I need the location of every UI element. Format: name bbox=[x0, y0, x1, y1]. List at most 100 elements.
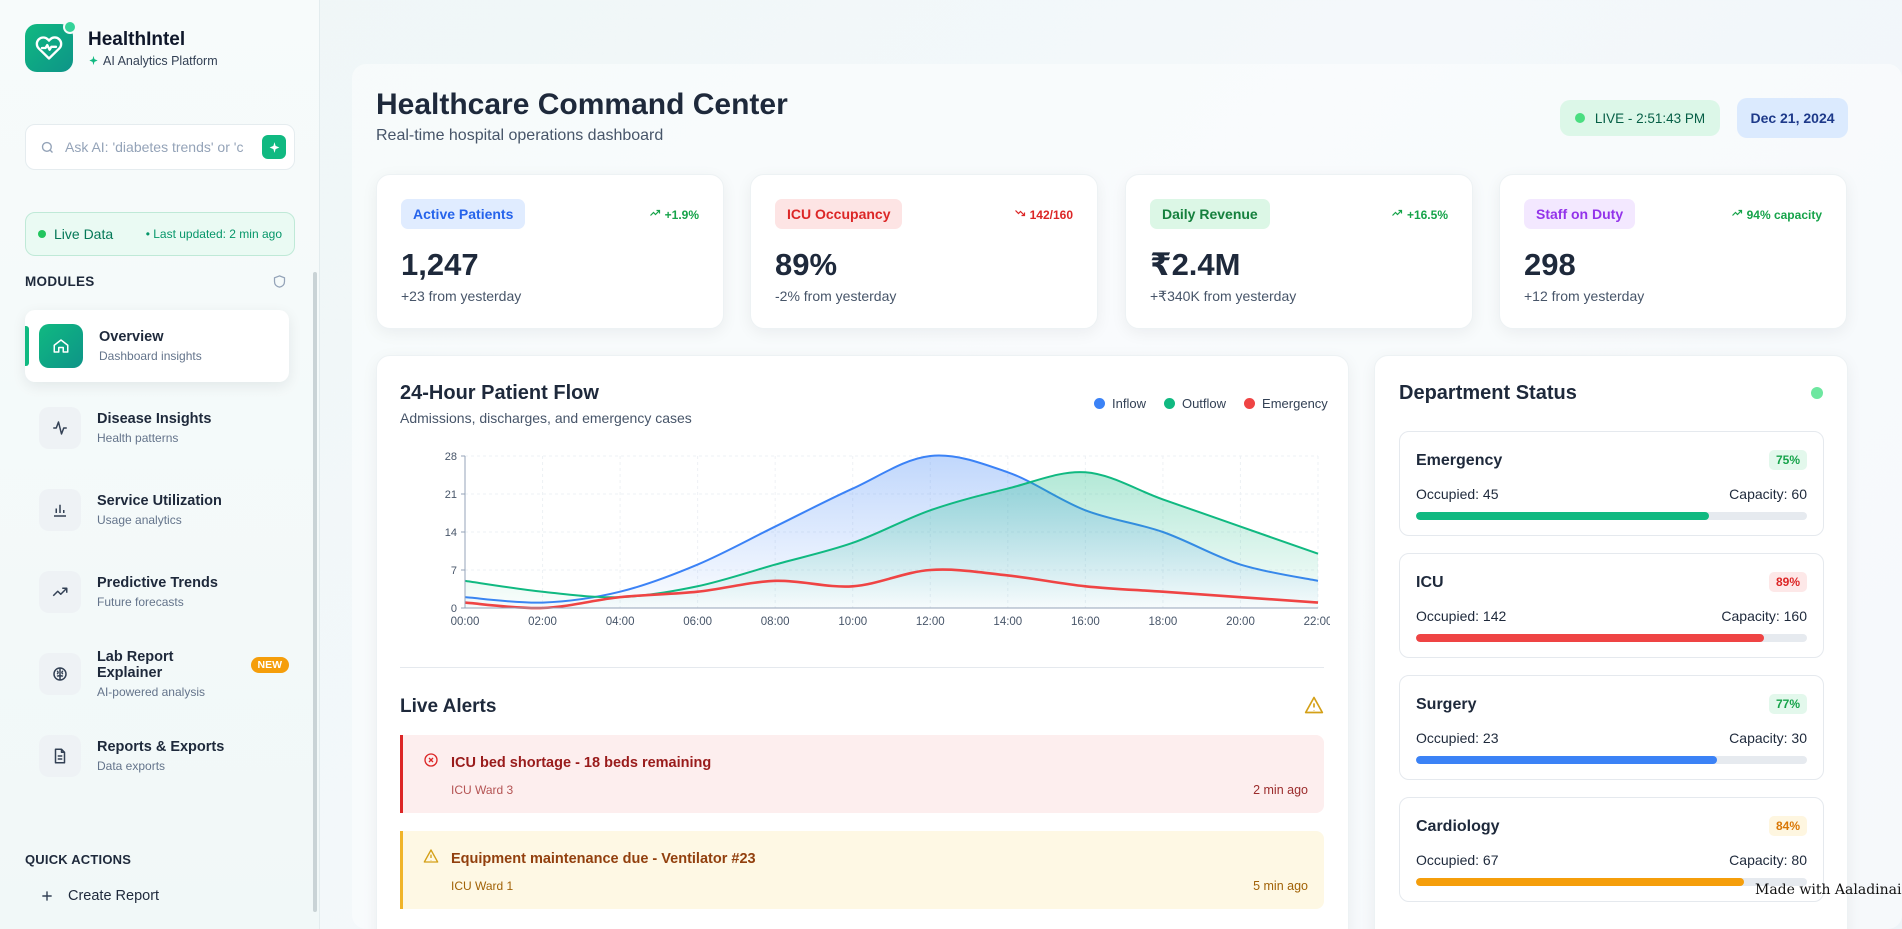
data-point-outflow bbox=[929, 509, 931, 511]
sidebar-scrollbar[interactable] bbox=[313, 272, 317, 912]
data-point-inflow bbox=[1007, 471, 1009, 473]
brand-title: HealthIntel bbox=[88, 28, 186, 50]
occupancy-bar-fill bbox=[1416, 634, 1764, 642]
shield-icon[interactable] bbox=[272, 274, 287, 289]
y-tick-label: 0 bbox=[451, 603, 457, 615]
data-point-inflow bbox=[774, 525, 776, 527]
department-occupied: Occupied: 142 bbox=[1416, 608, 1507, 624]
data-point-emergency bbox=[1239, 596, 1241, 598]
department-name: ICU bbox=[1416, 574, 1444, 591]
brand[interactable]: HealthIntel AI Analytics Platform bbox=[25, 20, 218, 72]
legend-item-outflow[interactable]: Outflow bbox=[1163, 396, 1226, 411]
legend-label: Emergency bbox=[1262, 396, 1328, 411]
alert-message: Equipment maintenance due - Ventilator #… bbox=[451, 851, 756, 867]
search-input[interactable] bbox=[65, 139, 250, 155]
kpi-trend: 94% capacity bbox=[1746, 207, 1822, 222]
live-clock-badge: LIVE - 2:51:43 PM bbox=[1560, 100, 1720, 136]
x-tick-label: 16:00 bbox=[1071, 616, 1100, 628]
kpi-trend: 142/160 bbox=[1029, 207, 1073, 222]
x-tick-label: 20:00 bbox=[1226, 616, 1255, 628]
kpi-change: +12 from yesterday bbox=[1524, 288, 1645, 304]
sidebar-item-predictive-trends[interactable]: Predictive Trends Future forecasts bbox=[25, 556, 289, 628]
heart-logo-icon bbox=[25, 20, 77, 72]
department-name: Cardiology bbox=[1416, 818, 1500, 835]
department-card-emergency[interactable]: Emergency 75% Occupied: 45 Capacity: 60 bbox=[1399, 431, 1824, 536]
live-data-status: Live Data • Last updated: 2 min ago bbox=[25, 212, 295, 256]
new-badge: NEW bbox=[250, 657, 289, 673]
kpi-label: ICU Occupancy bbox=[775, 199, 903, 229]
data-point-emergency bbox=[619, 596, 621, 598]
create-report-label: Create Report bbox=[68, 888, 160, 904]
data-point-emergency bbox=[696, 591, 698, 593]
department-status-title: Department Status bbox=[1399, 382, 1577, 404]
occupancy-bar bbox=[1416, 634, 1807, 642]
department-card-surgery[interactable]: Surgery 77% Occupied: 23 Capacity: 30 bbox=[1399, 675, 1824, 780]
sidebar-item-label: Predictive Trends bbox=[97, 575, 218, 591]
trend-up-icon bbox=[1391, 207, 1403, 222]
kpi-card-icu-occupancy[interactable]: ICU Occupancy 142/160 89% -2% from yeste… bbox=[750, 174, 1098, 329]
date-button[interactable]: Dec 21, 2024 bbox=[1737, 98, 1848, 138]
kpi-change: +23 from yesterday bbox=[401, 288, 522, 304]
department-capacity: Capacity: 60 bbox=[1729, 486, 1807, 502]
data-point-outflow bbox=[1007, 487, 1009, 489]
legend-item-inflow[interactable]: Inflow bbox=[1094, 396, 1146, 411]
search-icon bbox=[41, 141, 53, 153]
create-report-button[interactable]: Create Report bbox=[40, 888, 159, 904]
alert-message: ICU bed shortage - 18 beds remaining bbox=[451, 755, 712, 771]
chart-legend: Inflow Outflow Emergency bbox=[1094, 396, 1328, 411]
live-data-label: Live Data bbox=[54, 226, 114, 242]
department-card-cardiology[interactable]: Cardiology 84% Occupied: 67 Capacity: 80 bbox=[1399, 797, 1824, 902]
status-dot bbox=[1811, 387, 1823, 399]
occupancy-bar bbox=[1416, 512, 1807, 520]
sidebar-item-label: Disease Insights bbox=[97, 411, 212, 427]
sidebar-item-label: Service Utilization bbox=[97, 493, 222, 509]
kpi-value: 1,247 bbox=[401, 247, 479, 282]
occupancy-bar-fill bbox=[1416, 878, 1745, 886]
x-tick-label: 02:00 bbox=[528, 616, 557, 628]
data-point-outflow bbox=[852, 542, 854, 544]
data-point-outflow bbox=[774, 563, 776, 565]
sidebar-item-label: Overview bbox=[99, 329, 164, 345]
home-icon bbox=[39, 324, 83, 368]
kpi-card-daily-revenue[interactable]: Daily Revenue +16.5% ₹2.4M +₹340K from y… bbox=[1125, 174, 1473, 329]
sidebar-item-lab-report-explainer[interactable]: Lab Report Explainer NEW AI-powered anal… bbox=[25, 638, 289, 710]
plus-icon bbox=[42, 891, 52, 901]
kpi-trend: +16.5% bbox=[1406, 207, 1448, 222]
sidebar-item-overview[interactable]: Overview Dashboard insights bbox=[25, 310, 289, 382]
area-outflow bbox=[465, 472, 1318, 608]
y-tick-label: 28 bbox=[445, 451, 457, 463]
ai-search-button[interactable] bbox=[262, 135, 286, 159]
ai-search-box[interactable] bbox=[25, 124, 295, 170]
trend-down-icon bbox=[1014, 207, 1026, 222]
status-dot bbox=[63, 20, 77, 34]
sidebar-item-sub: Future forecasts bbox=[97, 595, 184, 609]
sidebar-item-service-utilization[interactable]: Service Utilization Usage analytics bbox=[25, 474, 289, 546]
quick-actions-heading: QUICK ACTIONS bbox=[25, 852, 132, 867]
data-point-emergency bbox=[1162, 591, 1164, 593]
alert-location: ICU Ward 1 bbox=[451, 879, 514, 893]
sidebar-item-label: Reports & Exports bbox=[97, 739, 225, 755]
kpi-label: Active Patients bbox=[401, 199, 526, 229]
alert-critical[interactable]: ICU bed shortage - 18 beds remaining ICU… bbox=[400, 735, 1324, 813]
legend-item-emergency[interactable]: Emergency bbox=[1244, 396, 1328, 411]
alert-warning[interactable]: Equipment maintenance due - Ventilator #… bbox=[400, 831, 1324, 909]
department-card-icu[interactable]: ICU 89% Occupied: 142 Capacity: 160 bbox=[1399, 553, 1824, 658]
data-point-emergency bbox=[774, 580, 776, 582]
data-point-outflow bbox=[541, 591, 543, 593]
sidebar-item-label: Lab Report Explainer bbox=[96, 649, 174, 681]
data-point-inflow bbox=[852, 487, 854, 489]
data-point-emergency bbox=[1317, 601, 1319, 603]
x-tick-label: 18:00 bbox=[1149, 616, 1178, 628]
sidebar-item-disease-insights[interactable]: Disease Insights Health patterns bbox=[25, 392, 289, 464]
warning-icon bbox=[423, 849, 439, 863]
sidebar-item-sub: Data exports bbox=[97, 759, 166, 773]
x-tick-label: 06:00 bbox=[683, 616, 712, 628]
data-point-outflow bbox=[1317, 553, 1319, 555]
kpi-card-active-patients[interactable]: Active Patients +1.9% 1,247 +23 from yes… bbox=[376, 174, 724, 329]
kpi-card-staff-on-duty[interactable]: Staff on Duty 94% capacity 298 +12 from … bbox=[1499, 174, 1847, 329]
x-tick-label: 10:00 bbox=[838, 616, 867, 628]
kpi-value: 89% bbox=[775, 247, 838, 282]
x-tick-label: 04:00 bbox=[606, 616, 635, 628]
sidebar-item-reports-exports[interactable]: Reports & Exports Data exports bbox=[25, 720, 289, 792]
kpi-value: ₹2.4M bbox=[1150, 247, 1241, 282]
